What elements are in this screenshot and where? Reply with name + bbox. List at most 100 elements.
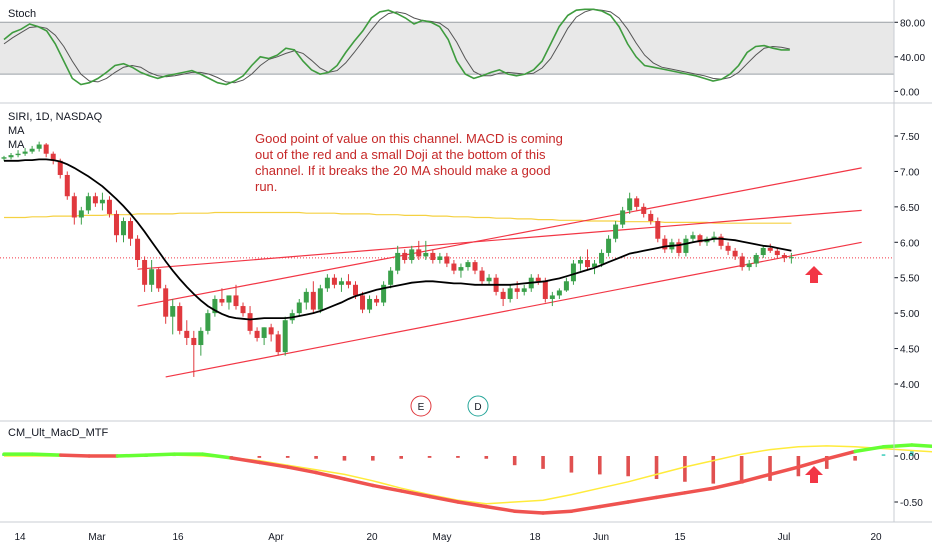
macd-segment bbox=[484, 504, 517, 513]
candle-body bbox=[57, 160, 63, 175]
candle-body bbox=[627, 198, 633, 211]
macd-segment bbox=[654, 491, 687, 500]
candle-body bbox=[184, 330, 190, 338]
candle-body bbox=[36, 144, 42, 149]
candle-body bbox=[781, 255, 787, 258]
stoch-pane: Stoch 80.00 40.00 0.00 bbox=[0, 8, 925, 98]
macd-y-axis: 0.00 -0.50 bbox=[894, 452, 923, 509]
up-arrow-icon bbox=[805, 266, 823, 283]
time-tick-label: 14 bbox=[14, 532, 26, 543]
candle-body bbox=[479, 270, 485, 282]
macd-hist-bar bbox=[399, 456, 403, 459]
candle-body bbox=[78, 210, 84, 218]
earnings-badge[interactable]: E bbox=[410, 395, 432, 417]
macd-hist-bar bbox=[654, 456, 659, 479]
macd-segment bbox=[399, 489, 432, 499]
candle-body bbox=[367, 298, 373, 310]
macd-segment bbox=[881, 443, 914, 449]
macd-segment bbox=[796, 457, 829, 469]
time-tick-label: 16 bbox=[172, 532, 184, 543]
macd-segment bbox=[257, 460, 290, 469]
macd-segment bbox=[739, 472, 772, 484]
candle-body bbox=[430, 252, 436, 260]
candle-body bbox=[205, 313, 211, 331]
candle-body bbox=[268, 327, 274, 335]
price-tick-label: 4.00 bbox=[900, 380, 920, 391]
macd-segment bbox=[683, 486, 716, 495]
time-tick-label: 20 bbox=[366, 532, 378, 543]
channel-line-0[interactable] bbox=[137, 167, 862, 307]
macd-segment bbox=[342, 477, 375, 488]
macd-segment bbox=[427, 494, 460, 504]
candle-body bbox=[416, 249, 422, 257]
candle-body bbox=[465, 262, 471, 268]
annotation-text: Good point of value on this channel. MAC… bbox=[255, 131, 566, 194]
candle-body bbox=[613, 224, 619, 239]
candle-body bbox=[135, 238, 141, 260]
time-axis[interactable]: 14 Mar 16 Apr 20 May 18 Jun 15 Jul 20 bbox=[14, 532, 882, 543]
channel-line-2[interactable] bbox=[165, 241, 862, 378]
macd-hist-bar bbox=[484, 456, 489, 459]
macd-segment bbox=[598, 500, 630, 509]
candle-body bbox=[331, 277, 337, 285]
price-tick-label: 4.50 bbox=[900, 345, 920, 356]
candle-body bbox=[282, 320, 288, 353]
macd-hist-bar bbox=[512, 456, 517, 466]
candle-body bbox=[577, 260, 583, 264]
macd-segment bbox=[144, 452, 176, 457]
macd-tick-label: -0.50 bbox=[900, 498, 923, 509]
candle-body bbox=[725, 245, 731, 251]
candle-body bbox=[106, 199, 112, 214]
candle-body bbox=[458, 267, 464, 271]
stoch-y-axis: 80.00 40.00 0.00 bbox=[894, 18, 925, 98]
macd-hist-bar bbox=[910, 450, 914, 456]
candle-body bbox=[760, 247, 766, 256]
ma-label-2: MA bbox=[8, 139, 25, 151]
candle-body bbox=[542, 281, 548, 299]
candle-body bbox=[191, 337, 197, 346]
time-tick-label: Mar bbox=[88, 532, 106, 543]
macd-segment bbox=[285, 465, 318, 475]
candle-body bbox=[198, 330, 204, 346]
candle-body bbox=[472, 262, 478, 271]
dividend-badge[interactable]: D bbox=[467, 395, 489, 417]
candle-body bbox=[338, 281, 344, 285]
price-tick-label: 6.00 bbox=[900, 238, 920, 249]
candle-body bbox=[212, 298, 218, 314]
price-tick-label: 5.50 bbox=[900, 274, 920, 285]
candle-body bbox=[556, 290, 562, 296]
candle-body bbox=[374, 298, 380, 303]
candle-body bbox=[521, 288, 527, 292]
candle-body bbox=[29, 148, 35, 152]
macd-hist-bar bbox=[541, 456, 545, 469]
macd-hist-bar bbox=[371, 456, 375, 461]
ma-label-1: MA bbox=[8, 125, 25, 137]
candle-body bbox=[261, 327, 267, 338]
macd-segment bbox=[512, 509, 545, 515]
candle-body bbox=[85, 196, 91, 211]
price-tick-label: 7.50 bbox=[900, 132, 920, 143]
annotation-line-1: Good point of value on this channel. MAC… bbox=[255, 131, 563, 146]
macd-segment bbox=[768, 465, 801, 477]
price-tick-label: 5.00 bbox=[900, 309, 920, 320]
candle-body bbox=[753, 255, 759, 264]
up-arrow-icon-macd bbox=[805, 466, 823, 483]
candle-body bbox=[746, 263, 752, 268]
candle-body bbox=[662, 238, 668, 250]
macd-hist-bar bbox=[853, 456, 857, 461]
channel-line-1[interactable] bbox=[137, 209, 862, 270]
macd-hist-bar bbox=[824, 456, 829, 469]
macd-hist-bar bbox=[739, 456, 744, 484]
candle-body bbox=[345, 281, 351, 285]
macd-segment bbox=[200, 452, 233, 460]
candle-body bbox=[641, 206, 647, 214]
candle-body bbox=[353, 284, 358, 296]
candle-body bbox=[142, 260, 148, 285]
candle-body bbox=[275, 334, 281, 353]
ma20-line bbox=[4, 158, 792, 321]
macd-segment bbox=[711, 480, 744, 490]
candle-body bbox=[690, 235, 696, 239]
macd-segment bbox=[853, 445, 886, 454]
macd-segment bbox=[30, 452, 63, 457]
stoch-tick-label: 80.00 bbox=[900, 18, 925, 29]
